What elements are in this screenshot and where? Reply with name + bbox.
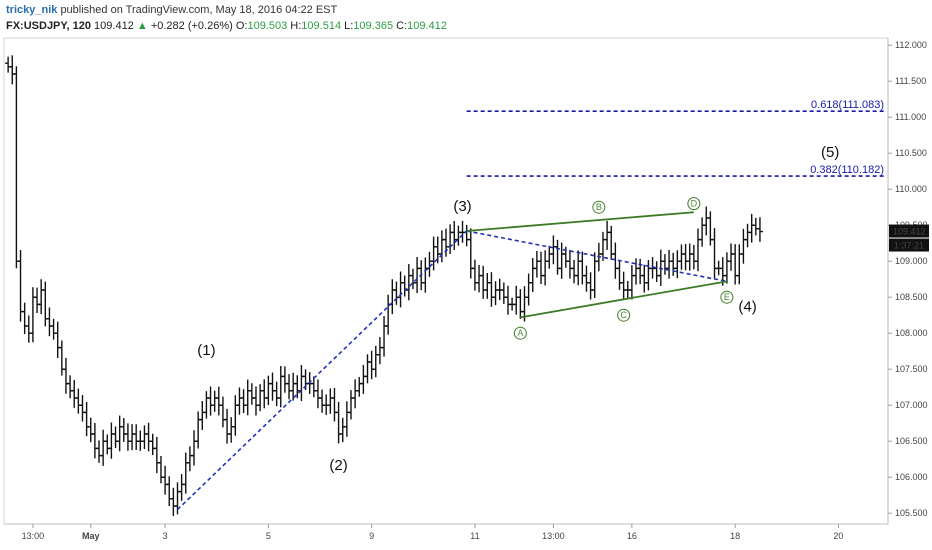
- abc-wave-circle: [592, 200, 606, 214]
- time-tick-label: 5: [266, 531, 271, 541]
- price-tick-label: 105.500: [895, 508, 928, 518]
- wave-label: (1): [197, 342, 215, 359]
- wave-lines: [176, 211, 728, 511]
- publish-info: published on TradingView.com, May 18, 20…: [60, 4, 338, 16]
- time-tick-label: 18: [730, 531, 740, 541]
- close-value: 109.412: [407, 20, 447, 32]
- price-tick-label: 111.000: [895, 112, 926, 122]
- wave-label: (4): [738, 299, 756, 316]
- abc-wave-circle: [513, 326, 527, 340]
- time-tick-label: 3: [163, 531, 168, 541]
- wave-label: (3): [453, 198, 471, 215]
- abc-wave-label: B: [596, 202, 602, 212]
- time-tick-label: 9: [369, 531, 374, 541]
- price-tick-label: 107.500: [895, 364, 928, 374]
- price-tick-label: 106.000: [895, 472, 928, 482]
- time-tick-label: 16: [627, 531, 637, 541]
- price-tick-label: 109.000: [895, 256, 928, 266]
- abc-wave-marker: C: [617, 308, 631, 322]
- price-tick-label: 112.000: [895, 40, 927, 50]
- countdown-badge-text: 1:37:21: [894, 241, 924, 251]
- low-label: L:: [344, 20, 354, 32]
- wave-labels: (1) (2) (3) (4) (5) A B C D E: [197, 144, 839, 474]
- plot-area: [3, 37, 889, 525]
- abc-wave-label: E: [724, 292, 730, 302]
- ohlc-bars: [5, 55, 763, 516]
- time-tick-label: 13:00: [22, 531, 45, 541]
- price-tick-label: 110.000: [895, 184, 927, 194]
- wave-label: (2): [329, 457, 347, 474]
- fibonacci-levels: 0.618(111.083) 0.382(110.182): [466, 99, 886, 177]
- time-axis: 13:00 May 3 5 9 11 13:00 16 18 20: [22, 524, 843, 541]
- price-tick-label: 106.500: [895, 436, 928, 446]
- abc-wave-circle: [687, 197, 701, 211]
- time-tick-label: 11: [470, 531, 479, 541]
- abc-wave-label: C: [620, 310, 627, 320]
- time-tick-label: 13:00: [542, 531, 565, 541]
- triangle-trendline: [520, 280, 728, 319]
- abc-wave-marker: D: [687, 197, 701, 211]
- price-badge: 109.412 1:37:21: [889, 224, 929, 252]
- low-value: 109.365: [353, 20, 394, 32]
- price-tick-label: 107.000: [895, 400, 928, 410]
- chart-header: tricky_nik published on TradingView.com,…: [0, 0, 932, 40]
- up-arrow-icon: ▲: [136, 20, 148, 32]
- open-value: 109.503: [247, 20, 288, 32]
- open-label: O:: [235, 20, 248, 32]
- wave-label: (5): [821, 144, 839, 161]
- abc-wave-circle: [617, 308, 631, 322]
- countdown-badge: [889, 238, 929, 252]
- price-tick-label: 108.000: [895, 328, 928, 338]
- fib-level-label: 0.382(110.182): [810, 164, 884, 176]
- symbol-label: FX:USDJPY, 120: [6, 20, 91, 32]
- price-axis: 105.500 106.000 106.500 107.000 107.500 108.0…: [888, 40, 928, 518]
- abc-wave-circle: [720, 290, 734, 304]
- ohlc-line: FX:USDJPY, 120 109.412 ▲ +0.282 (+0.26%)…: [6, 20, 447, 32]
- close-label: C:: [396, 20, 408, 32]
- time-tick-label: 20: [833, 531, 843, 541]
- last-price-badge: [889, 224, 929, 238]
- fib-level-label: 0.618(111.083): [811, 99, 884, 111]
- high-label: H:: [290, 20, 302, 32]
- high-value: 109.514: [301, 20, 342, 32]
- wave-dashed-line: [176, 230, 468, 511]
- price-tick-label: 108.500: [895, 292, 928, 302]
- price-tick-label: 111.500: [895, 76, 926, 86]
- change-value: +0.282 (+0.26%): [150, 20, 233, 32]
- price-tick-label: 110.500: [895, 148, 927, 158]
- ohlc-bar: [756, 217, 763, 242]
- last-price: 109.412: [94, 20, 134, 32]
- triangle-trendline: [466, 211, 694, 232]
- abc-wave-marker: B: [592, 200, 606, 214]
- last-price-badge-text: 109.412: [893, 227, 926, 237]
- author-name[interactable]: tricky_nik: [6, 4, 58, 16]
- time-tick-label: May: [82, 531, 100, 541]
- abc-wave-marker: E: [720, 290, 734, 304]
- publish-line: tricky_nik published on TradingView.com,…: [6, 4, 337, 16]
- abc-wave-label: A: [517, 328, 523, 338]
- abc-wave-marker: A: [513, 326, 527, 340]
- abc-wave-label: D: [691, 199, 698, 209]
- wave-dashed-line: [466, 230, 728, 283]
